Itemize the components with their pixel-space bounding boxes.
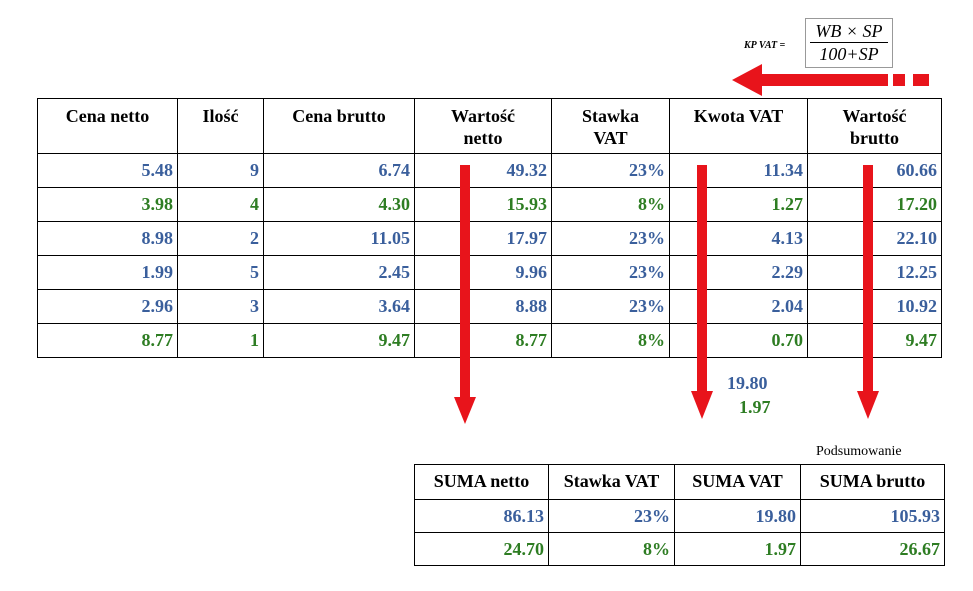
header-suma-brutto: SUMA brutto [800, 464, 945, 500]
main-row: 5.48 9 6.74 49.32 23% 11.34 60.66 [37, 153, 942, 188]
header-suma-vat: SUMA VAT [674, 464, 801, 500]
main-cell-wartosc-brutto: 60.66 [807, 153, 942, 188]
summary-row: 24.70 8% 1.97 26.67 [414, 532, 945, 566]
main-cell-cena-netto: 5.48 [37, 153, 178, 188]
summary-cell-suma-vat: 19.80 [674, 499, 801, 533]
formula-denominator: 100+SP [819, 44, 879, 64]
summary-row: 86.13 23% 19.80 105.93 [414, 499, 945, 533]
main-cell-kwota-vat: 0.70 [669, 323, 808, 358]
formula-numerator: WB × SP [815, 21, 883, 41]
summary-table: SUMA netto Stawka VAT SUMA VAT SUMA brut… [414, 464, 945, 566]
main-cell-wartosc-brutto: 17.20 [807, 187, 942, 222]
main-cell-stawka-vat: 23% [551, 153, 670, 188]
summary-cell-suma-brutto: 26.67 [800, 532, 945, 566]
main-cell-cena-netto: 2.96 [37, 289, 178, 324]
main-cell-stawka-vat: 8% [551, 187, 670, 222]
main-cell-wartosc-netto: 49.32 [414, 153, 552, 188]
main-cell-ilosc: 5 [177, 255, 264, 290]
header-suma-netto: SUMA netto [414, 464, 549, 500]
main-table: Cena netto Ilość Cena brutto Wartość net… [37, 98, 942, 358]
main-row: 1.99 5 2.45 9.96 23% 2.29 12.25 [37, 255, 942, 290]
header-cena-netto: Cena netto [37, 98, 178, 154]
summary-cell-suma-brutto: 105.93 [800, 499, 945, 533]
main-cell-stawka-vat: 8% [551, 323, 670, 358]
header-wartosc-brutto: Wartość brutto [807, 98, 942, 154]
main-cell-wartosc-netto: 17.97 [414, 221, 552, 256]
main-cell-cena-brutto: 6.74 [263, 153, 415, 188]
arrow-left-icon [732, 64, 929, 96]
formula-label: KP VAT = [744, 40, 786, 51]
summary-cell-stawka-vat: 23% [548, 499, 675, 533]
header-wartosc-netto: Wartość netto [414, 98, 552, 154]
main-row: 2.96 3 3.64 8.88 23% 2.04 10.92 [37, 289, 942, 324]
summary-header-row: SUMA netto Stawka VAT SUMA VAT SUMA brut… [414, 464, 945, 500]
main-table-header-row: Cena netto Ilość Cena brutto Wartość net… [37, 98, 942, 154]
main-cell-wartosc-brutto: 9.47 [807, 323, 942, 358]
summary-caption: Podsumowanie [816, 444, 902, 459]
header-cena-brutto: Cena brutto [263, 98, 415, 154]
formula-box: WB × SP 100+SP [805, 18, 893, 68]
vat-total-8: 1.97 [739, 397, 771, 417]
main-cell-wartosc-netto: 15.93 [414, 187, 552, 222]
main-cell-wartosc-netto: 9.96 [414, 255, 552, 290]
main-cell-stawka-vat: 23% [551, 289, 670, 324]
main-cell-ilosc: 1 [177, 323, 264, 358]
main-cell-stawka-vat: 23% [551, 221, 670, 256]
main-cell-kwota-vat: 2.29 [669, 255, 808, 290]
header-kwota-vat: Kwota VAT [669, 98, 808, 154]
main-cell-cena-netto: 3.98 [37, 187, 178, 222]
arrow-down-netto-icon [454, 165, 476, 424]
fraction-bar [810, 42, 888, 43]
main-cell-cena-brutto: 9.47 [263, 323, 415, 358]
main-row: 8.98 2 11.05 17.97 23% 4.13 22.10 [37, 221, 942, 256]
arrow-down-vat-icon [691, 165, 713, 419]
summary-cell-suma-netto: 86.13 [414, 499, 549, 533]
arrow-down-brutto-icon [857, 165, 879, 419]
main-row: 8.77 1 9.47 8.77 8% 0.70 9.47 [37, 323, 942, 358]
summary-cell-suma-vat: 1.97 [674, 532, 801, 566]
main-cell-ilosc: 4 [177, 187, 264, 222]
main-row: 3.98 4 4.30 15.93 8% 1.27 17.20 [37, 187, 942, 222]
vat-total-23: 19.80 [727, 373, 768, 393]
header-stawka-vat: Stawka VAT [551, 98, 670, 154]
vat-formula: KP VAT = WB × SP 100+SP [744, 18, 894, 70]
main-cell-cena-brutto: 3.64 [263, 289, 415, 324]
header-summary-stawka-vat: Stawka VAT [548, 464, 675, 500]
header-ilosc: Ilość [177, 98, 264, 154]
summary-cell-stawka-vat: 8% [548, 532, 675, 566]
main-cell-wartosc-brutto: 12.25 [807, 255, 942, 290]
